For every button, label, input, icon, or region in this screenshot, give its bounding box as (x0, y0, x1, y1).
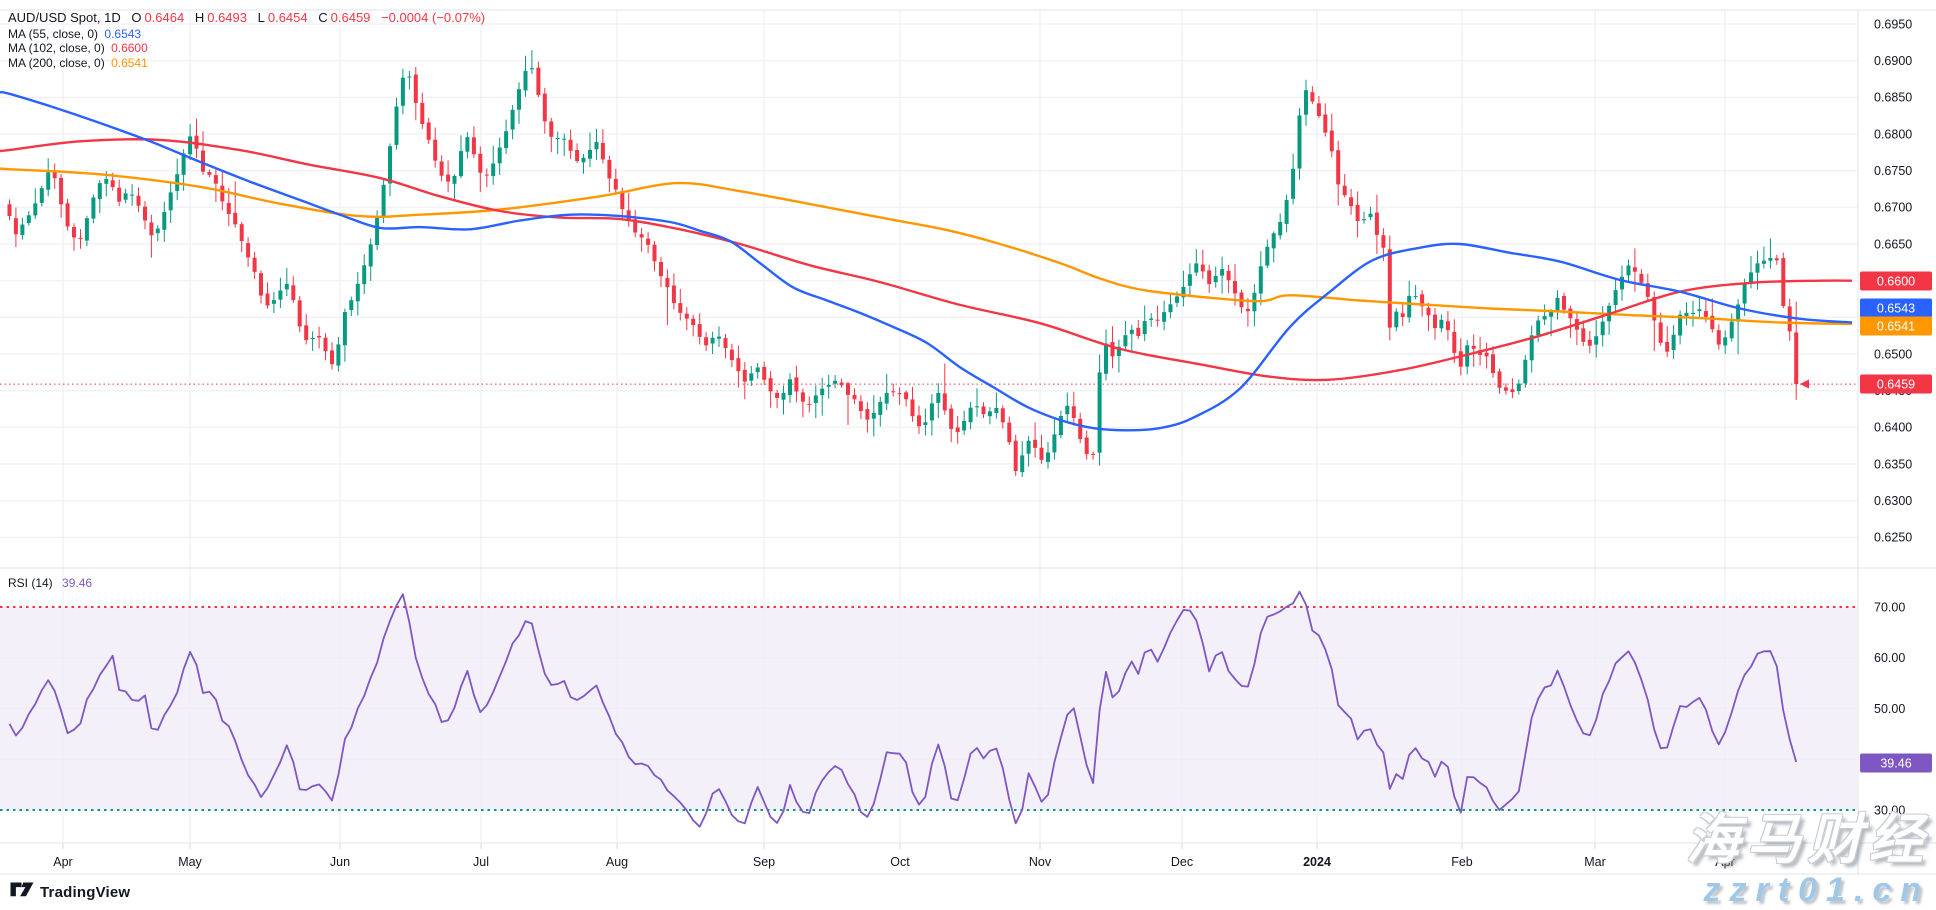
month-label: Oct (890, 855, 910, 869)
rsi-legend-row[interactable]: RSI (14) 39.46 (8, 576, 92, 590)
month-label: 2024 (1303, 855, 1331, 869)
ma55-label: MA (55, close, 0) (8, 26, 99, 41)
rsi-line (8, 590, 1798, 828)
ma102-price-badge: 0.6600 (1860, 271, 1932, 291)
ma200-value: 0.6541 (111, 55, 148, 70)
svg-text:39.46: 39.46 (1880, 756, 1911, 770)
month-label: Sep (753, 855, 775, 869)
ohlc-open: O 0.6464 (131, 10, 185, 25)
ma55-line (0, 91, 1853, 432)
month-label: Nov (1029, 855, 1052, 869)
ma200-price-badge: 0.6541 (1860, 316, 1932, 336)
tradingview-logo[interactable]: TradingView (10, 882, 130, 902)
rsi-value-badge: 39.46 (1860, 753, 1932, 773)
svg-text:0.6459: 0.6459 (1877, 377, 1915, 391)
price-axis-label: 0.6750 (1874, 164, 1912, 178)
svg-text:0.6541: 0.6541 (1877, 319, 1915, 333)
month-label: Mar (1584, 855, 1606, 869)
tradingview-logo-icon (10, 882, 34, 902)
gridlines (0, 10, 1857, 843)
chart-legend: AUD/USD Spot, 1D O 0.6464 H 0.6493 L 0.6454… (8, 10, 485, 70)
ma200-legend-row[interactable]: MA (200, close, 0) 0.6541 (8, 56, 485, 70)
rsi-label: RSI (14) (8, 576, 53, 590)
svg-text:0.6543: 0.6543 (1877, 301, 1915, 315)
month-label: Jun (330, 855, 350, 869)
price-axis-label: 0.6850 (1874, 91, 1912, 105)
ohlc-low: L 0.6454 (257, 10, 308, 25)
ohlc-close: C 0.6459 (318, 10, 371, 25)
price-axis-label: 0.6300 (1874, 494, 1912, 508)
rsi-value: 39.46 (62, 576, 93, 590)
ma55-price-badge: 0.6543 (1860, 298, 1932, 318)
rsi-axis-label: 70.00 (1874, 600, 1905, 614)
price-axis-label: 0.6250 (1874, 531, 1912, 545)
ma102-value: 0.6600 (111, 41, 148, 55)
price-axis-label: 0.6400 (1874, 421, 1912, 435)
month-label: Jul (473, 855, 489, 869)
month-label: Feb (1451, 855, 1473, 869)
change-value: −0.0004 (−0.07%) (381, 10, 486, 25)
ma102-line (0, 138, 1853, 382)
last-price-arrow (1800, 379, 1809, 389)
rsi-axis-label: 60.00 (1874, 651, 1905, 665)
month-label: May (178, 855, 202, 869)
price-axis-label: 0.6800 (1874, 127, 1912, 141)
ma102-label: MA (102, close, 0) (8, 41, 105, 55)
ma102-legend-row[interactable]: MA (102, close, 0) 0.6600 (8, 41, 485, 55)
ma200-label: MA (200, close, 0) (8, 55, 105, 70)
month-label: Apr (1715, 855, 1734, 869)
price-axis-label: 0.6700 (1874, 201, 1912, 215)
price-axis-label: 0.6500 (1874, 347, 1912, 361)
ma55-legend-row[interactable]: MA (55, close, 0) 0.6543 (8, 27, 485, 41)
price-axis-label: 0.6350 (1874, 457, 1912, 471)
price-axis-label: 0.6950 (1874, 17, 1912, 31)
svg-text:0.6600: 0.6600 (1877, 274, 1915, 288)
tradingview-brand-text: TradingView (40, 883, 131, 901)
ma55-value: 0.6543 (104, 26, 142, 41)
price-axis: 0.6950 0.6900 0.6850 0.6800 0.6750 0.6700 0.66… (1874, 17, 1912, 817)
candles (7, 50, 1799, 477)
last-price-badge: 0.6459 (1860, 374, 1932, 394)
month-label: Apr (53, 855, 72, 869)
month-label: Aug (606, 855, 628, 869)
rsi-axis-label: 50.00 (1874, 702, 1905, 716)
time-axis: Apr May Jun Jul Aug Sep Oct Nov Dec 2024 Feb Mar Apr (53, 843, 1735, 869)
rsi-axis-label: 30.00 (1874, 803, 1905, 817)
ohlc-high: H 0.6493 (194, 10, 247, 25)
price-axis-label: 0.6650 (1874, 237, 1912, 251)
symbol-title[interactable]: AUD/USD Spot, 1D (8, 10, 121, 25)
price-axis-label: 0.6900 (1874, 54, 1912, 68)
month-label: Dec (1171, 855, 1193, 869)
ma200-line (0, 167, 1853, 326)
